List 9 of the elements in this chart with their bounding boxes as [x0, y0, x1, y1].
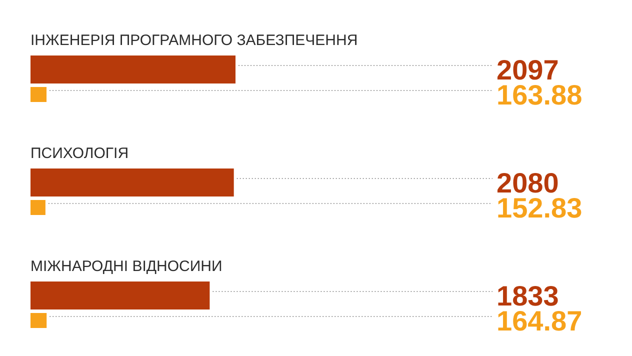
- bar: [30, 282, 210, 310]
- y-tick-label: МІЖНАРОДНІ ВІДНОСИНИ: [30, 258, 222, 275]
- bar: [30, 168, 234, 196]
- bar: [30, 56, 236, 84]
- bar: [30, 200, 46, 215]
- bar: [30, 87, 47, 102]
- y-tick-label: ІНЖЕНЕРІЯ ПРОГРАМНОГО ЗАБЕЗПЕЧЕННЯ: [30, 32, 358, 49]
- bar: [30, 313, 47, 328]
- y-tick-label: ПСИХОЛОГІЯ: [30, 145, 129, 162]
